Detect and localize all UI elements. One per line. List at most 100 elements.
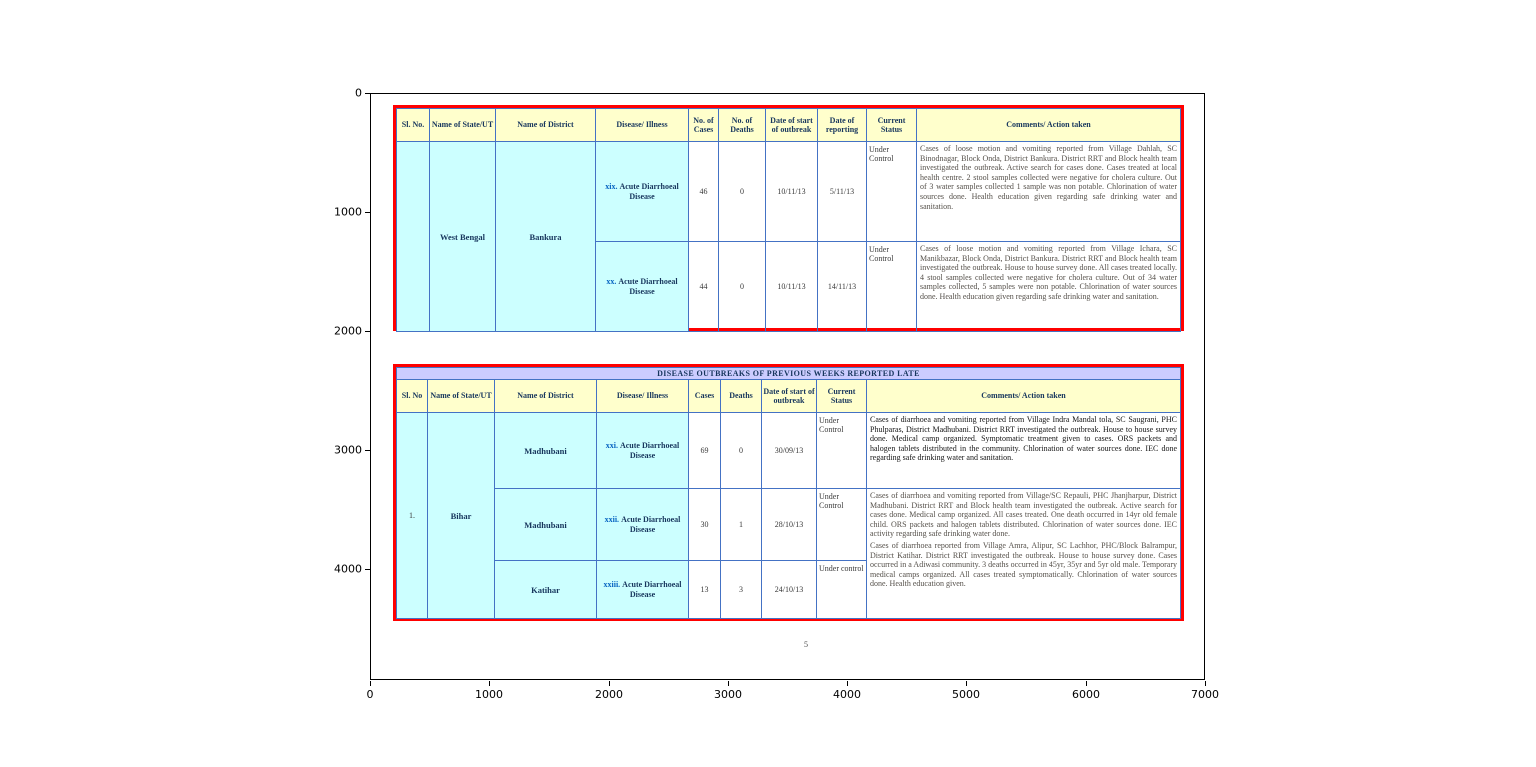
status-cell: Under control — [816, 560, 867, 619]
x-tick-label: 3000 — [714, 688, 742, 701]
outbreak-table-late: DISEASE OUTBREAKS OF PREVIOUS WEEKS REPO… — [396, 367, 1181, 619]
table-row: xx. Acute Diarrhoeal Disease 44 0 10/11/… — [397, 241, 1181, 332]
disease-cell: xix. Acute Diarrhoeal Disease — [595, 141, 689, 242]
status-cell: Under Control — [866, 141, 917, 242]
header-cell: Sl. No — [396, 379, 428, 413]
comments-cell: Cases of loose motion and vomiting repor… — [916, 241, 1181, 332]
comments-paragraph: Cases of diarrhoea reported from Village… — [870, 540, 1177, 589]
status-cell: Under Control — [816, 488, 867, 561]
header-cell: Name of State/UT — [427, 379, 495, 413]
table-row: Madhubani xxii. Acute Diarrhoeal Disease… — [397, 488, 1181, 619]
start-date-cell: 30/09/13 — [761, 412, 817, 489]
x-tick-label: 7000 — [1191, 688, 1219, 701]
x-tick-label: 4000 — [833, 688, 861, 701]
cases-cell: 44 — [688, 241, 719, 332]
x-tick-label: 6000 — [1072, 688, 1100, 701]
x-tick-mark — [728, 681, 729, 686]
x-tick-mark — [1205, 681, 1206, 686]
comments-cell: Cases of diarrhoea and vomiting reported… — [866, 412, 1181, 489]
header-cell: Name of District — [495, 108, 596, 142]
comments-cell: Cases of diarrhoea and vomiting reported… — [866, 488, 1181, 619]
header-cell: Disease/ Illness — [596, 379, 689, 413]
disease-cell: xxii. Acute Diarrhoeal Disease — [596, 488, 689, 561]
status-cell: Under Control — [866, 241, 917, 332]
header-cell: Date of start of outbreak — [761, 379, 817, 413]
header-cell: Disease/ Illness — [595, 108, 689, 142]
header-cell: No. of Cases — [688, 108, 719, 142]
x-tick-label: 2000 — [595, 688, 623, 701]
status-cell: Under Control — [816, 412, 867, 489]
table-row: 1. Bihar Madhubani xxi. Acute Diarrhoeal… — [396, 412, 1181, 619]
disease-name: Acute Diarrhoeal Disease — [622, 579, 682, 599]
x-tick-mark — [847, 681, 848, 686]
cases-cell: 69 — [688, 412, 721, 489]
deaths-cell: 0 — [720, 412, 762, 489]
disease-number: xix. — [605, 181, 618, 191]
disease-name: Acute Diarrhoeal Disease — [618, 276, 678, 296]
header-cell: Deaths — [720, 379, 762, 413]
x-tick-label: 5000 — [952, 688, 980, 701]
cases-cell: 13 — [688, 560, 721, 619]
header-cell: No. of Deaths — [718, 108, 766, 142]
y-tick-label: 1000 — [334, 205, 362, 219]
x-tick-mark — [370, 681, 371, 686]
x-tick-mark — [609, 681, 610, 686]
x-tick-label: 1000 — [475, 688, 503, 701]
disease-cell: xxi. Acute Diarrhoeal Disease — [596, 412, 689, 489]
disease-cell: xxiii. Acute Diarrhoeal Disease — [596, 560, 689, 619]
district-cell: Madhubani — [494, 412, 597, 489]
y-tick-label: 2000 — [334, 324, 362, 338]
plot-area: Sl. No. Name of State/UT Name of Distric… — [370, 93, 1205, 680]
y-tick-mark — [365, 331, 370, 332]
header-cell: Name of District — [494, 379, 597, 413]
table-row: West Bengal Bankura xix. Acute Diarrhoea… — [396, 141, 1181, 332]
sl-no-cell — [396, 141, 430, 332]
y-tick-mark — [365, 450, 370, 451]
deaths-cell: 1 — [720, 488, 762, 561]
header-cell: Cases — [688, 379, 721, 413]
comments-paragraph: Cases of diarrhoea and vomiting reported… — [870, 491, 1177, 539]
header-cell: Comments/ Action taken — [916, 108, 1181, 142]
table-row: Katihar xxiii. Acute Diarrhoeal Disease … — [397, 560, 1181, 619]
disease-number: xx. — [606, 276, 617, 286]
disease-number: xxiii. — [603, 579, 621, 589]
cases-cell: 46 — [688, 141, 719, 242]
y-tick-label: 4000 — [334, 562, 362, 576]
y-tick-label: 0 — [355, 86, 362, 100]
page-number: 5 — [804, 640, 808, 649]
reporting-date-cell: 5/11/13 — [817, 141, 867, 242]
x-tick-mark — [1086, 681, 1087, 686]
deaths-cell: 3 — [720, 560, 762, 619]
y-tick-mark — [365, 569, 370, 570]
start-date-cell: 24/10/13 — [761, 560, 817, 619]
x-tick-label: 0 — [366, 688, 374, 701]
table-banner: DISEASE OUTBREAKS OF PREVIOUS WEEKS REPO… — [396, 367, 1181, 380]
deaths-cell: 0 — [718, 141, 766, 242]
y-tick-mark — [365, 212, 370, 213]
reporting-date-cell: 14/11/13 — [817, 241, 867, 332]
state-cell: West Bengal — [429, 141, 496, 332]
district-cell: Madhubani — [494, 488, 597, 561]
start-date-cell: 10/11/13 — [765, 241, 818, 332]
district-cell: Katihar — [494, 560, 597, 619]
disease-number: xxi. — [605, 440, 618, 450]
header-cell: Sl. No. — [396, 108, 430, 142]
start-date-cell: 10/11/13 — [765, 141, 818, 242]
header-cell: Date of start of outbreak — [765, 108, 818, 142]
outbreak-table-current: Sl. No. Name of State/UT Name of Distric… — [396, 108, 1181, 332]
header-cell: Current Status — [816, 379, 867, 413]
header-cell: Name of State/UT — [429, 108, 496, 142]
sl-no-cell: 1. — [396, 412, 428, 619]
y-tick-mark — [365, 93, 370, 94]
deaths-cell: 0 — [718, 241, 766, 332]
disease-name: Acute Diarrhoeal Disease — [619, 440, 680, 460]
outbreak-table-late-wrapper: DISEASE OUTBREAKS OF PREVIOUS WEEKS REPO… — [393, 364, 1184, 621]
x-tick-mark — [966, 681, 967, 686]
disease-name: Acute Diarrhoeal Disease — [619, 181, 679, 201]
header-cell: Comments/ Action taken — [866, 379, 1181, 413]
header-cell: Date of reporting — [817, 108, 867, 142]
y-tick-label: 3000 — [334, 443, 362, 457]
district-cell: Bankura — [495, 141, 596, 332]
outbreak-table-current-wrapper: Sl. No. Name of State/UT Name of Distric… — [393, 105, 1184, 332]
start-date-cell: 28/10/13 — [761, 488, 817, 561]
